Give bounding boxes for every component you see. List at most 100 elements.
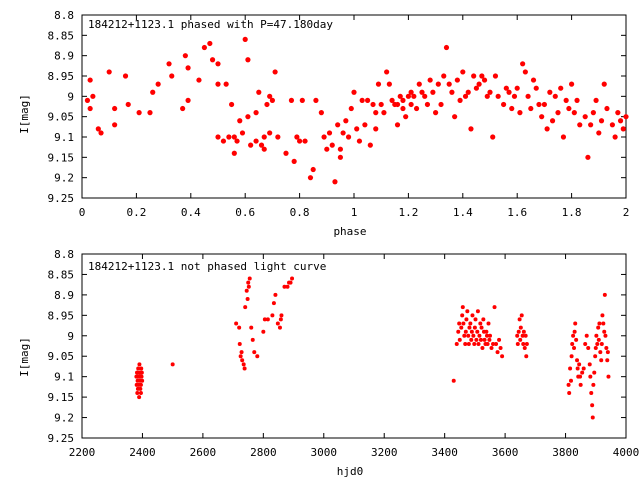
unphased-data-point bbox=[136, 366, 141, 371]
phased-data-point bbox=[326, 130, 333, 136]
unphased-data-point bbox=[571, 333, 576, 338]
unphased-data-point bbox=[463, 329, 468, 334]
phased-data-point bbox=[253, 110, 259, 116]
phased-x-tick-label: 1 bbox=[351, 206, 358, 219]
unphased-data-point bbox=[485, 341, 490, 346]
unphased-x-tick-label: 3600 bbox=[492, 446, 519, 459]
phased-data-point bbox=[492, 73, 499, 79]
unphased-y-tick-label: 9.15 bbox=[48, 391, 75, 404]
phased-data-point bbox=[560, 134, 567, 140]
phased-data-point bbox=[324, 146, 330, 152]
unphased-y-tick-label: 8.8 bbox=[54, 248, 74, 261]
phased-data-point bbox=[490, 134, 496, 140]
phased-data-point bbox=[351, 89, 357, 95]
phased-data-point bbox=[275, 134, 281, 140]
phased-data-point bbox=[522, 69, 528, 75]
unphased-chart-ylabel: I[mag] bbox=[18, 337, 31, 377]
unphased-chart-title: 184212+1123.1 not phased light curve bbox=[88, 260, 326, 273]
unphased-data-point bbox=[481, 317, 486, 322]
phased-data-point bbox=[122, 73, 129, 79]
unphased-x-tick-label: 2400 bbox=[129, 446, 156, 459]
phased-y-tick-label: 9 bbox=[67, 90, 74, 103]
phased-data-point bbox=[196, 77, 202, 83]
unphased-data-point bbox=[482, 337, 487, 342]
phased-data-point bbox=[517, 110, 523, 116]
phased-data-point bbox=[87, 105, 93, 112]
unphased-data-point bbox=[135, 374, 140, 379]
unphased-data-point bbox=[466, 333, 471, 338]
unphased-data-point bbox=[288, 280, 293, 285]
phased-data-point bbox=[422, 93, 428, 99]
unphased-data-point bbox=[476, 341, 481, 346]
phased-y-tick-label: 9.2 bbox=[54, 172, 74, 185]
unphased-x-tick-label: 3800 bbox=[552, 446, 579, 459]
phased-chart-xlabel: phase bbox=[333, 225, 366, 238]
unphased-data-point bbox=[484, 333, 489, 338]
phased-y-tick-label: 9.05 bbox=[48, 111, 75, 124]
phased-data-point bbox=[501, 101, 507, 108]
phased-data-point bbox=[620, 126, 626, 132]
phased-data-point bbox=[185, 65, 191, 71]
phased-data-point bbox=[530, 77, 537, 83]
unphased-data-point bbox=[252, 350, 257, 355]
phased-data-point bbox=[609, 122, 616, 128]
phased-data-point bbox=[400, 97, 406, 103]
unphased-data-point bbox=[467, 325, 472, 330]
unphased-data-point bbox=[566, 382, 571, 387]
phased-data-point bbox=[511, 93, 518, 99]
unphased-data-point bbox=[597, 321, 602, 326]
phased-data-point bbox=[596, 130, 602, 136]
unphased-data-point bbox=[139, 370, 144, 375]
unphased-data-point bbox=[139, 374, 144, 379]
unphased-data-point bbox=[515, 333, 520, 338]
phased-data-point bbox=[231, 134, 237, 140]
phased-data-point bbox=[335, 122, 341, 128]
phased-data-point bbox=[245, 57, 251, 63]
phased-data-point bbox=[365, 97, 371, 103]
phased-data-point bbox=[264, 101, 270, 108]
phased-data-point bbox=[528, 105, 534, 112]
unphased-data-point bbox=[575, 366, 580, 371]
phased-data-point bbox=[397, 93, 403, 99]
phased-y-tick-label: 8.85 bbox=[48, 29, 75, 42]
unphased-data-point bbox=[601, 321, 606, 326]
phased-data-point bbox=[457, 97, 463, 103]
unphased-data-point bbox=[521, 329, 526, 334]
phased-data-point bbox=[253, 138, 259, 144]
phased-data-point bbox=[506, 89, 512, 95]
phased-x-tick-label: 1.4 bbox=[453, 206, 473, 219]
phased-data-point bbox=[95, 126, 101, 132]
unphased-data-point bbox=[243, 305, 248, 310]
unphased-data-point bbox=[568, 378, 573, 383]
phased-data-point bbox=[577, 122, 583, 128]
unphased-data-point bbox=[518, 325, 523, 330]
unphased-data-point bbox=[138, 386, 143, 391]
unphased-data-point bbox=[494, 341, 499, 346]
phased-data-point bbox=[373, 110, 379, 116]
unphased-light-curve-panel: 184212+1123.1 not phased light curve I[m… bbox=[18, 248, 639, 478]
unphased-data-point bbox=[237, 325, 242, 330]
unphased-data-point bbox=[516, 329, 521, 334]
unphased-data-point bbox=[518, 337, 523, 342]
unphased-data-point bbox=[271, 301, 276, 306]
phased-data-point bbox=[209, 57, 216, 63]
unphased-data-point bbox=[135, 391, 140, 396]
unphased-data-point bbox=[593, 346, 598, 351]
phased-data-point bbox=[405, 93, 411, 99]
unphased-data-point bbox=[457, 337, 462, 342]
phased-data-point bbox=[166, 61, 172, 67]
unphased-data-point bbox=[451, 378, 456, 383]
phased-data-point bbox=[563, 97, 569, 103]
phased-data-point bbox=[373, 126, 379, 132]
phased-data-point bbox=[267, 93, 273, 99]
unphased-data-point bbox=[242, 366, 247, 371]
unphased-data-point bbox=[581, 366, 586, 371]
phased-data-point bbox=[297, 138, 303, 144]
unphased-data-point bbox=[139, 366, 144, 371]
unphased-data-point bbox=[603, 333, 608, 338]
unphased-data-point bbox=[470, 313, 475, 318]
unphased-data-point bbox=[468, 321, 473, 326]
phased-chart-ylabel: I[mag] bbox=[18, 94, 31, 134]
phased-data-point bbox=[384, 69, 390, 75]
phased-data-point bbox=[433, 110, 439, 116]
